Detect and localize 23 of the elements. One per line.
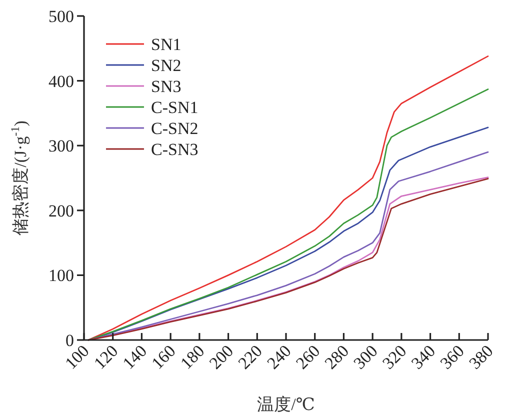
- x-tick-label: 200: [206, 341, 238, 373]
- legend-label: SN1: [151, 35, 182, 54]
- x-tick-label: 340: [408, 341, 440, 373]
- legend-label: C-SN3: [151, 140, 198, 159]
- x-tick-label: 120: [90, 341, 122, 373]
- y-tick-label: 300: [48, 136, 74, 156]
- y-tick-label: 200: [48, 201, 74, 220]
- legend-label: C-SN1: [151, 98, 198, 117]
- legend-label: C-SN2: [151, 119, 198, 138]
- x-tick-label: 180: [176, 341, 208, 373]
- x-tick-label: 260: [292, 341, 324, 373]
- legend-label: SN2: [151, 56, 182, 75]
- legend-label: SN3: [151, 77, 182, 96]
- y-tick-label: 400: [48, 72, 74, 91]
- y-tick-label: 0: [66, 331, 74, 350]
- x-axis-title: 温度/℃: [257, 395, 315, 414]
- x-tick-label: 380: [465, 341, 497, 373]
- x-tick-label: 220: [234, 341, 266, 373]
- x-tick-label: 360: [436, 341, 468, 373]
- x-tick-label: 320: [378, 341, 410, 373]
- y-tick-label: 100: [48, 266, 74, 286]
- y-tick-label: 500: [48, 7, 74, 26]
- x-tick-label: 240: [263, 341, 295, 373]
